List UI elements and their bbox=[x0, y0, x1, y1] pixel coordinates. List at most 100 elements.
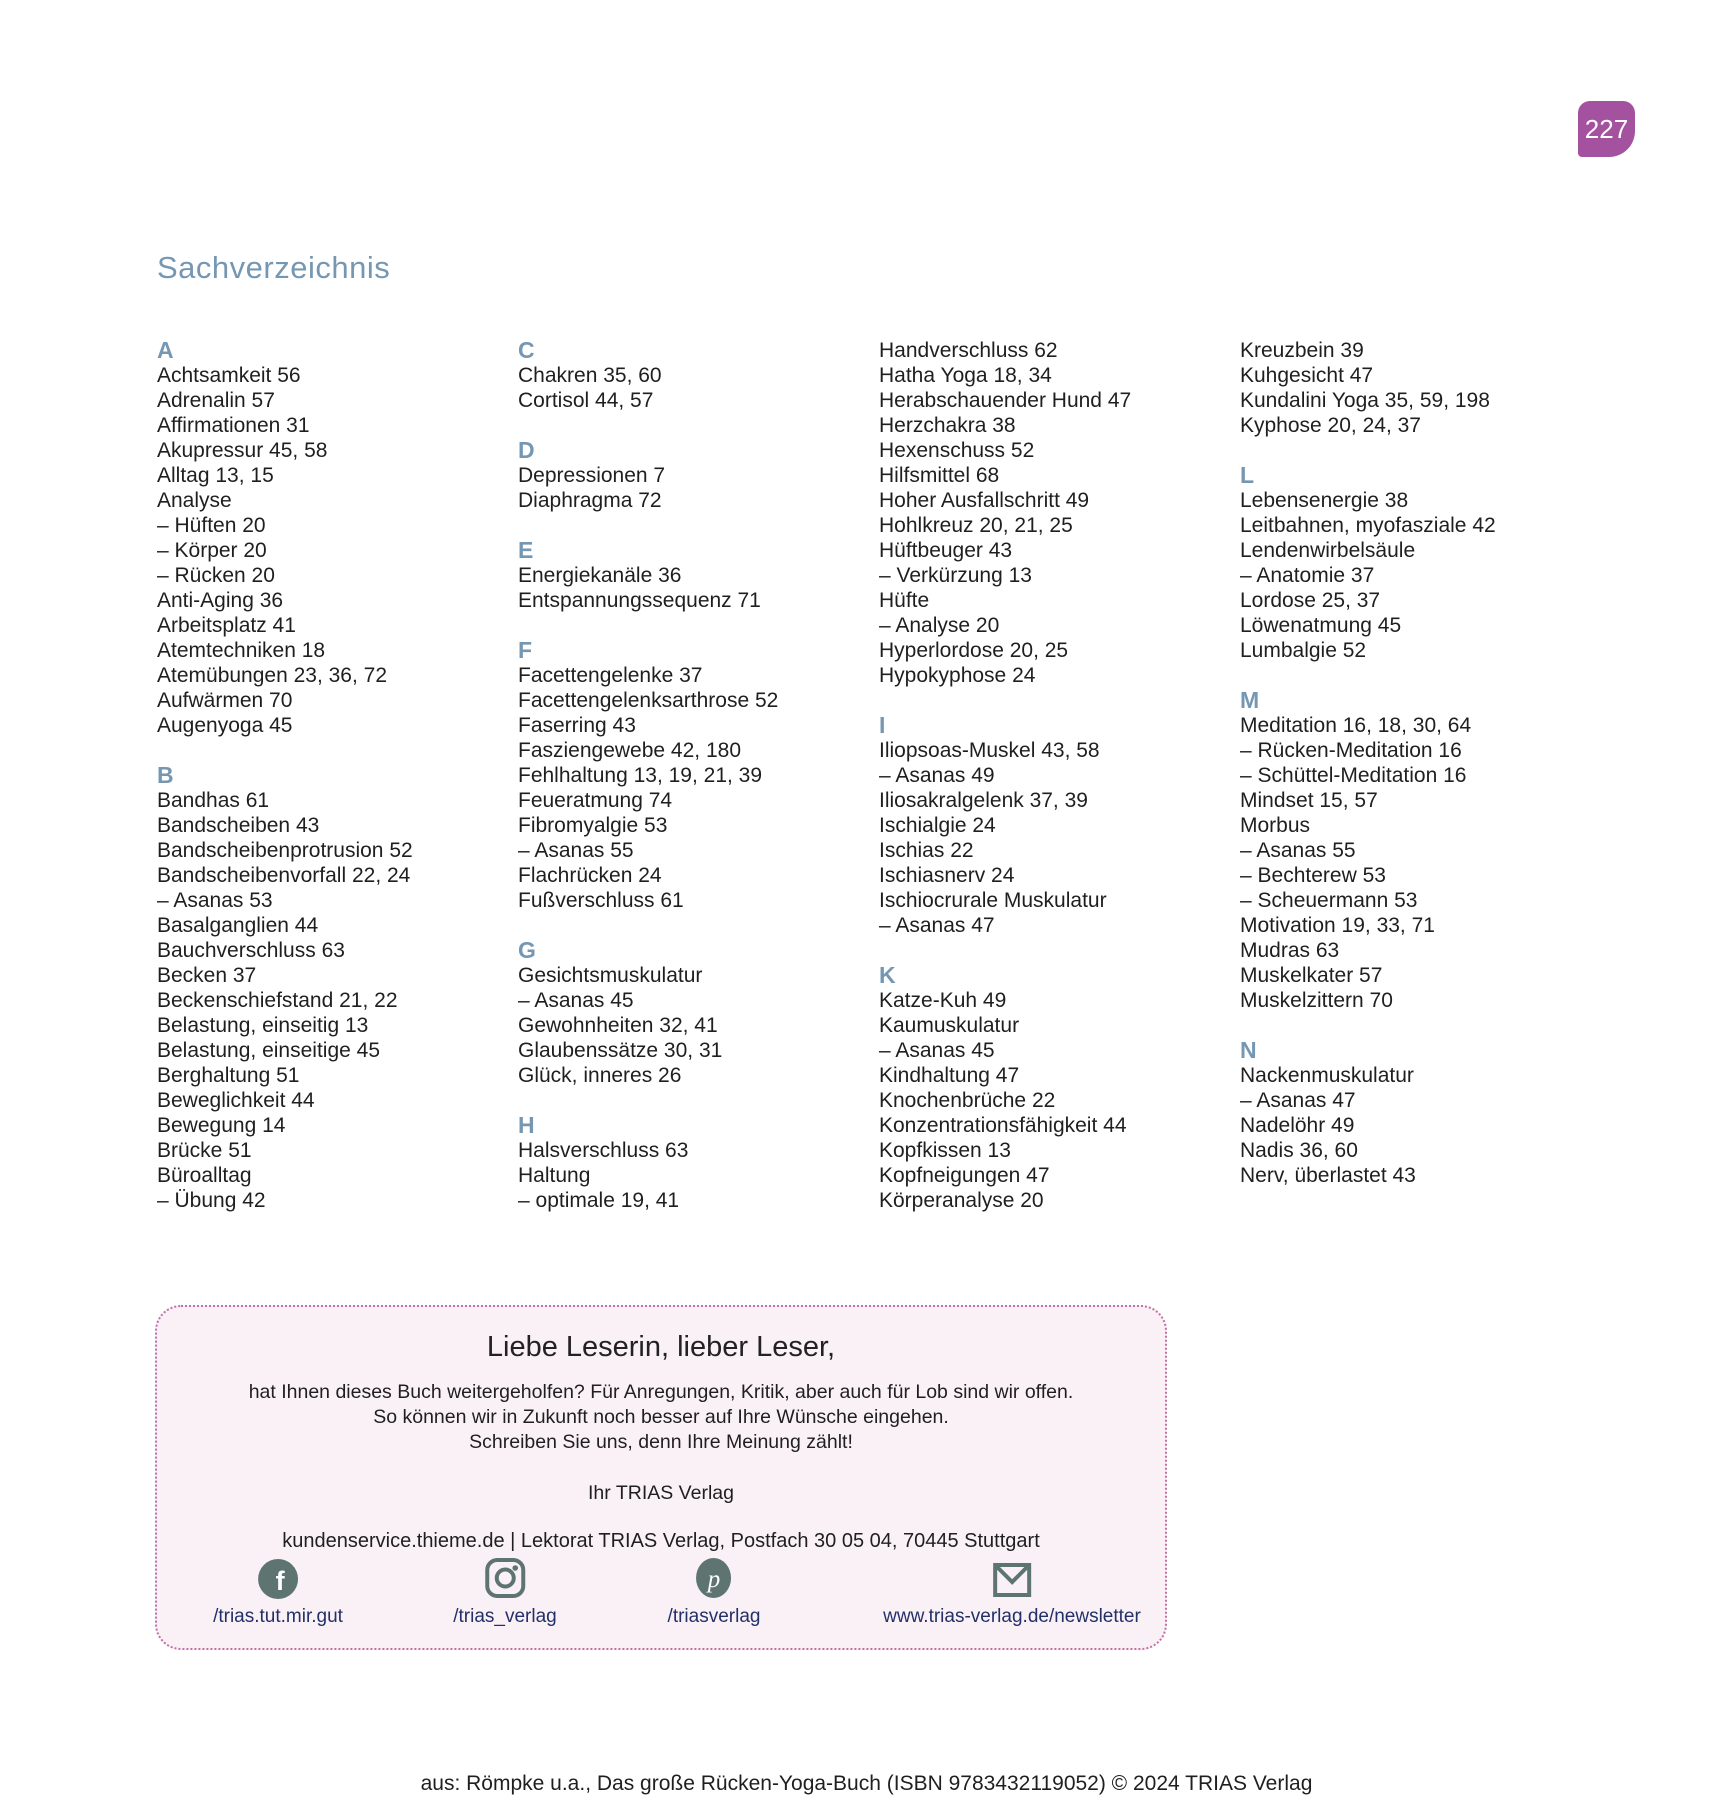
index-entry: – Rücken 20 bbox=[157, 564, 275, 587]
index-column: C Chakren 35, 60 Cortisol 44, 57 D Depressio… bbox=[518, 338, 879, 1213]
index-entry: Fußverschluss 61 bbox=[518, 889, 684, 912]
social-handle: www.trias-verlag.de/newsletter bbox=[883, 1606, 1141, 1627]
index-group: K Katze-Kuh 49 Kaumuskulatur – Asanas 45 Kin… bbox=[879, 963, 1240, 1213]
social-item: www.trias-verlag.de/newsletter bbox=[883, 1557, 1141, 1628]
publisher-signature: Ihr TRIAS Verlag bbox=[588, 1482, 734, 1504]
index-group: G Gesichtsmuskulatur – Asanas 45 Gewohnheit… bbox=[518, 938, 879, 1088]
index-entry: Atemübungen 23, 36, 72 bbox=[157, 664, 388, 687]
index-entry: Gewohnheiten 32, 41 bbox=[518, 1014, 718, 1037]
index-entry: Fibromyalgie 53 bbox=[518, 814, 668, 837]
index-entry: Herzchakra 38 bbox=[879, 414, 1016, 437]
index-group: E Energiekanäle 36 Entspannungssequenz 71 bbox=[518, 538, 879, 613]
section-letter: B bbox=[157, 762, 174, 788]
index-entry: Faserring 43 bbox=[518, 714, 636, 737]
index-entry: Hoher Ausfallschritt 49 bbox=[879, 489, 1090, 512]
index-entry: Lumbalgie 52 bbox=[1240, 639, 1367, 662]
index-entry: Hyperlordose 20, 25 bbox=[879, 639, 1069, 662]
section-letter: N bbox=[1240, 1037, 1257, 1063]
index-entry: Herabschauender Hund 47 bbox=[879, 389, 1132, 412]
index-entry: Kaumuskulatur bbox=[879, 1014, 1020, 1037]
index-entry: Facettengelenke 37 bbox=[518, 664, 703, 687]
index-entry: Hüftbeuger 43 bbox=[879, 539, 1013, 562]
index-entry: Anti-Aging 36 bbox=[157, 589, 284, 612]
index-entry: Alltag 13, 15 bbox=[157, 464, 274, 487]
facebook-icon: f bbox=[258, 1557, 298, 1599]
index-entry: Kuhgesicht 47 bbox=[1240, 364, 1374, 387]
index-entry: – Anatomie 37 bbox=[1240, 564, 1375, 587]
index-entry: – Übung 42 bbox=[157, 1189, 266, 1212]
index-entry: – Analyse 20 bbox=[879, 614, 1000, 637]
index-entry: Mudras 63 bbox=[1240, 939, 1340, 962]
feedback-line: So können wir in Zukunft noch besser auf… bbox=[373, 1406, 949, 1428]
feedback-title: Liebe Leserin, lieber Leser, bbox=[486, 1331, 836, 1363]
index-group: M Meditation 16, 18, 30, 64– Rücken-Medit… bbox=[1240, 688, 1580, 1013]
index-entry: – Verkürzung 13 bbox=[879, 564, 1032, 587]
index-group: A Achtsamkeit 56 Adrenalin 57 Affirmationen… bbox=[157, 338, 518, 738]
index-entry: Ischiocrurale Muskulatur bbox=[879, 889, 1107, 912]
index-entry: Diaphragma 72 bbox=[518, 489, 662, 512]
index-entry: Leitbahnen, myofasziale 42 bbox=[1240, 514, 1496, 537]
index-entry: Nadis 36, 60 bbox=[1240, 1139, 1358, 1162]
index-entry: Feueratmung 74 bbox=[518, 789, 673, 812]
index-entry: Akupressur 45, 58 bbox=[157, 439, 328, 462]
index-column: A Achtsamkeit 56 Adrenalin 57 Affirmationen… bbox=[157, 338, 518, 1213]
index-entry: Aufwärmen 70 bbox=[157, 689, 293, 712]
index-group: I Iliopsoas-Muskel 43, 58– Asanas 49 Ilios… bbox=[879, 713, 1240, 938]
feedback-line: hat Ihnen dieses Buch weitergeholfen? Fü… bbox=[248, 1381, 1074, 1403]
index-entry: Basalganglien 44 bbox=[157, 914, 319, 937]
section-letter: K bbox=[879, 962, 896, 988]
social-item: /trias_verlag bbox=[453, 1557, 557, 1628]
index-entry: Hexenschuss 52 bbox=[879, 439, 1035, 462]
feedback-line: Schreiben Sie uns, denn Ihre Meinung zäh… bbox=[469, 1431, 853, 1453]
index-entry: Kopfkissen 13 bbox=[879, 1139, 1011, 1162]
index-entry: Lebensenergie 38 bbox=[1240, 489, 1409, 512]
section-letter: F bbox=[518, 637, 533, 663]
index-entry: – Asanas 55 bbox=[1240, 839, 1356, 862]
index-entry: Bandscheibenvorfall 22, 24 bbox=[157, 864, 411, 887]
index-entry: – Schüttel-Meditation 16 bbox=[1240, 764, 1467, 787]
index-entry: Glaubenssätze 30, 31 bbox=[518, 1039, 723, 1062]
index-group: N Nackenmuskulatur – Asanas 47 Nadelöhr 49 N… bbox=[1240, 1038, 1580, 1188]
index-entry: – Asanas 47 bbox=[879, 914, 995, 937]
page-number-badge: 227 bbox=[1578, 101, 1635, 157]
index-entry: Lendenwirbelsäule bbox=[1240, 539, 1416, 562]
index-entry: Chakren 35, 60 bbox=[518, 364, 662, 387]
instagram-icon bbox=[484, 1557, 526, 1599]
index-entry: – Asanas 53 bbox=[157, 889, 273, 912]
svg-text:p: p bbox=[706, 1566, 721, 1593]
index-entry: Kopfneigungen 47 bbox=[879, 1164, 1050, 1187]
index-entry: Hilfsmittel 68 bbox=[879, 464, 1000, 487]
index-group: Kreuzbein 39 Kuhgesicht 47 Kundalini Yoga … bbox=[1240, 338, 1580, 438]
index-entry: Mindset 15, 57 bbox=[1240, 789, 1378, 812]
index-entry: Belastung, einseitige 45 bbox=[157, 1039, 380, 1062]
index-entry: Berghaltung 51 bbox=[157, 1064, 300, 1087]
index-entry: Morbus bbox=[1240, 814, 1311, 837]
index-entry: Hypokyphose 24 bbox=[879, 664, 1036, 687]
index-entry: – Asanas 45 bbox=[879, 1039, 995, 1062]
section-letter: A bbox=[157, 337, 174, 363]
index-entry: Nadelöhr 49 bbox=[1240, 1114, 1355, 1137]
page-title: Sachverzeichnis bbox=[157, 250, 391, 285]
index-entry: Atemtechniken 18 bbox=[157, 639, 326, 662]
index-entry: Motivation 19, 33, 71 bbox=[1240, 914, 1435, 937]
index-entry: Konzentrationsfähigkeit 44 bbox=[879, 1114, 1127, 1137]
index-entry: Büroalltag bbox=[157, 1164, 252, 1187]
social-links-row: f/trias.tut.mir.gut/trias_verlag p/triasv… bbox=[157, 1557, 1165, 1632]
index-entry: Meditation 16, 18, 30, 64 bbox=[1240, 714, 1472, 737]
index-entry: – Bechterew 53 bbox=[1240, 864, 1386, 887]
section-letter: D bbox=[518, 437, 535, 463]
index-entry: Fehlhaltung 13, 19, 21, 39 bbox=[518, 764, 763, 787]
section-letter: C bbox=[518, 337, 535, 363]
email-icon bbox=[992, 1557, 1032, 1599]
index-entry: Kundalini Yoga 35, 59, 198 bbox=[1240, 389, 1490, 412]
index-entry: Arbeitsplatz 41 bbox=[157, 614, 296, 637]
index-entry: – Hüften 20 bbox=[157, 514, 266, 537]
index-group: D Depressionen 7 Diaphragma 72 bbox=[518, 438, 879, 513]
social-item: p/triasverlag bbox=[668, 1557, 760, 1628]
index-entry: Beckenschiefstand 21, 22 bbox=[157, 989, 398, 1012]
index-entry: Muskelzittern 70 bbox=[1240, 989, 1393, 1012]
index-group: B Bandhas 61 Bandscheiben 43 Bandscheibenpr… bbox=[157, 763, 518, 1213]
index-entry: Brücke 51 bbox=[157, 1139, 252, 1162]
feedback-box: Liebe Leserin, lieber Leser, hat Ihnen d… bbox=[155, 1305, 1167, 1650]
index-entry: Kyphose 20, 24, 37 bbox=[1240, 414, 1421, 437]
